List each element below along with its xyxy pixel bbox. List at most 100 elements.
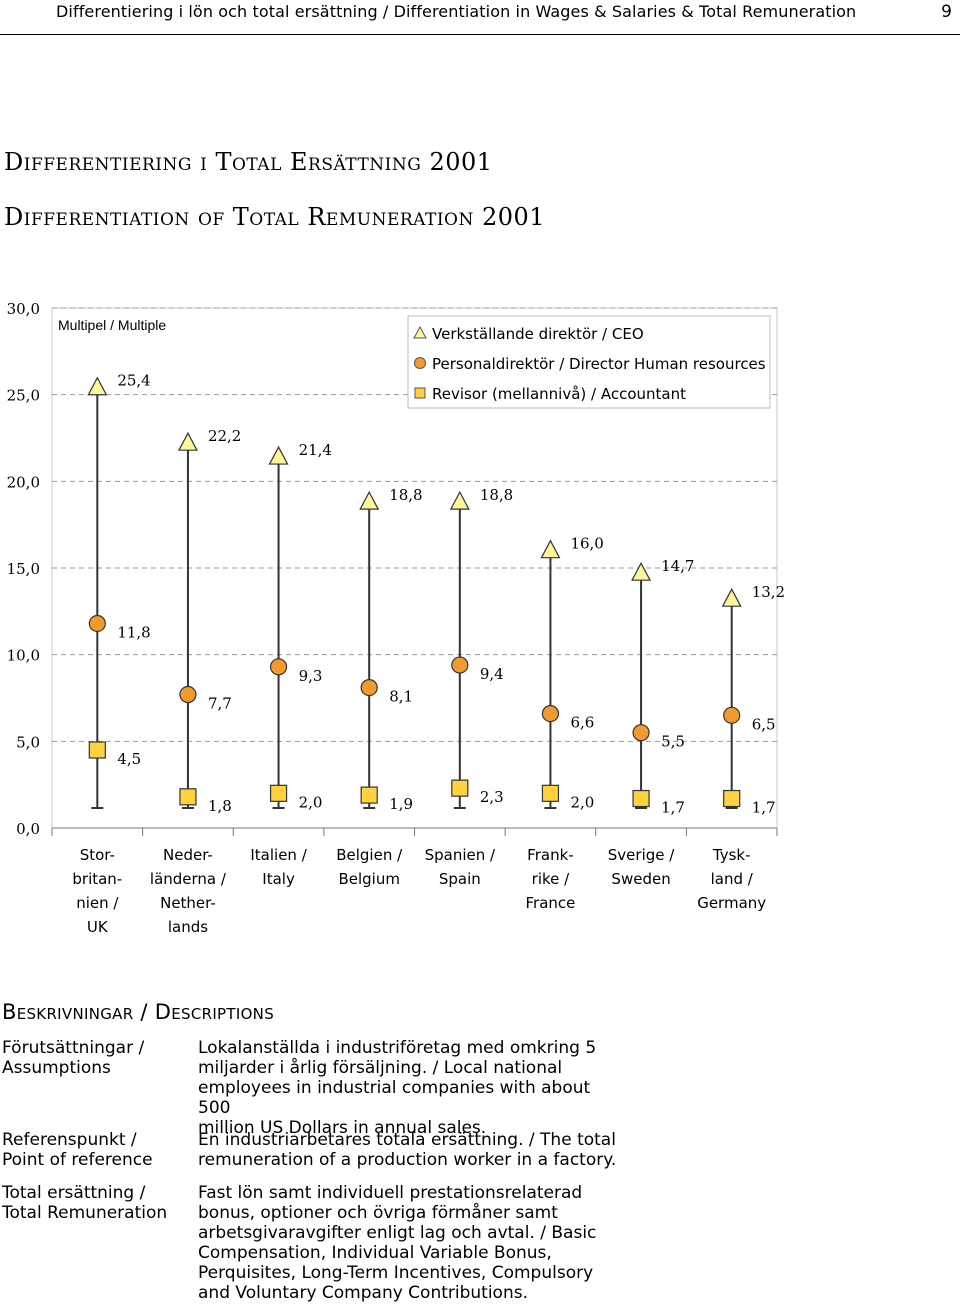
chart-title-english: Differentiation of Total Remuneration 20… xyxy=(4,203,546,231)
x-tick-label: Italy xyxy=(262,870,295,888)
data-label: 25,4 xyxy=(117,372,150,390)
ceo-point xyxy=(87,376,108,396)
x-tick-label: Italien / xyxy=(250,846,307,864)
ceo-point xyxy=(268,445,289,465)
data-label: 8,1 xyxy=(389,688,413,706)
data-label: 9,3 xyxy=(299,667,323,685)
page-header: Differentiering i lön och total ersättni… xyxy=(0,0,960,35)
description-term: Total ersättning / Total Remuneration xyxy=(2,1183,168,1223)
data-label: 21,4 xyxy=(299,441,332,459)
x-tick-label: Stor- xyxy=(80,846,115,864)
legend-triangle-icon xyxy=(413,325,427,339)
data-label: 9,4 xyxy=(480,665,504,683)
ceo-point xyxy=(359,490,380,510)
y-tick-label: 10,0 xyxy=(7,647,40,665)
x-tick-label: Neder- xyxy=(163,846,213,864)
hr-director-point xyxy=(632,724,650,742)
description-definition: Lokalanställda i industriföretag med omk… xyxy=(198,1038,597,1138)
ceo-point xyxy=(631,561,652,581)
ceo-point xyxy=(721,587,742,607)
x-tick-label: Sverige / xyxy=(608,846,675,864)
descriptions-heading: Beskrivningar / Descriptions xyxy=(2,1000,275,1024)
description-definition: Fast lön samt individuell prestationsrel… xyxy=(198,1183,597,1303)
accountant-point xyxy=(451,779,469,797)
hr-director-point xyxy=(451,656,469,674)
legend-entry: Verkställande direktör / CEO xyxy=(432,325,644,343)
data-label: 2,0 xyxy=(570,793,594,811)
x-tick-label: Spanien / xyxy=(425,846,496,864)
x-tick-label: länderna / xyxy=(150,870,227,888)
data-label: 5,5 xyxy=(661,733,685,751)
hr-director-point xyxy=(541,705,560,723)
legend-circle-icon xyxy=(414,357,426,369)
x-tick-label: land / xyxy=(711,870,754,888)
data-label: 1,9 xyxy=(389,795,413,813)
data-label: 6,5 xyxy=(752,715,776,733)
hr-director-point xyxy=(723,706,741,724)
data-label: 1,7 xyxy=(661,799,685,817)
accountant-point xyxy=(632,789,650,808)
y-tick-label: 30,0 xyxy=(7,300,40,318)
legend-square-icon xyxy=(414,387,426,399)
hr-director-point xyxy=(179,685,197,704)
accountant-point xyxy=(360,786,378,804)
data-label: 4,5 xyxy=(117,750,141,768)
hr-director-point xyxy=(269,658,288,676)
header-title: Differentiering i lön och total ersättni… xyxy=(56,2,857,21)
x-tick-label: UK xyxy=(87,918,109,936)
data-label: 11,8 xyxy=(117,623,150,641)
legend-entry: Revisor (mellannivå) / Accountant xyxy=(432,385,686,403)
legend-entry: Personaldirektör / Director Human resour… xyxy=(432,355,766,373)
chart-title-swedish: Differentiering i Total Ersättning 2001 xyxy=(4,148,493,176)
data-label: 13,2 xyxy=(752,583,785,601)
x-tick-label: rike / xyxy=(532,870,570,888)
x-tick-label: Sweden xyxy=(611,870,670,888)
data-label: 2,0 xyxy=(299,793,323,811)
description-term: Förutsättningar / Assumptions xyxy=(2,1038,145,1078)
description-term: Referenspunkt / Point of reference xyxy=(2,1130,153,1170)
data-label: 18,8 xyxy=(480,486,513,504)
accountant-point xyxy=(179,788,197,806)
y-tick-label: 25,0 xyxy=(7,387,40,405)
description-row-reference: Referenspunkt / Point of reference En ind… xyxy=(2,1130,952,1172)
header-rule xyxy=(0,34,960,35)
accountant-point xyxy=(723,789,741,808)
y-tick-label: 5,0 xyxy=(16,733,40,751)
hr-director-point xyxy=(88,614,106,633)
data-label: 22,2 xyxy=(208,427,241,445)
accountant-point xyxy=(541,784,560,802)
x-tick-label: nien / xyxy=(76,894,119,912)
remuneration-chart: 0,0 5,0 10,0 15,0 20,0 25,0 30,0 Multipel / Mul… xyxy=(7,300,786,936)
accountant-point xyxy=(269,784,288,802)
ceo-point xyxy=(449,490,470,510)
hr-director-point xyxy=(360,679,378,697)
data-label: 16,0 xyxy=(570,535,603,553)
description-row-assumptions: Förutsättningar / Assumptions Lokalanstäl… xyxy=(2,1038,952,1138)
data-label: 2,3 xyxy=(480,788,504,806)
ceo-point xyxy=(540,539,561,559)
legend-box xyxy=(407,315,771,409)
data-label: 6,6 xyxy=(570,714,594,732)
x-tick-label: britan- xyxy=(72,870,122,888)
page-number: 9 xyxy=(941,2,952,22)
y-tick-label: 0,0 xyxy=(16,820,40,838)
data-label: 1,7 xyxy=(752,799,776,817)
x-tick-label: Tysk- xyxy=(712,846,751,864)
chart-label: Multipel / Multiple xyxy=(58,317,166,333)
x-tick-label: Nether- xyxy=(160,894,216,912)
data-label: 7,7 xyxy=(208,695,232,713)
data-label: 14,7 xyxy=(661,557,694,575)
x-tick-label: France xyxy=(525,894,575,912)
data-label: 18,8 xyxy=(389,486,422,504)
x-tick-label: Belgien / xyxy=(336,846,403,864)
x-tick-label: lands xyxy=(168,918,208,936)
ceo-point xyxy=(177,431,198,451)
x-tick-label: Frank- xyxy=(527,846,574,864)
x-tick-label: Germany xyxy=(697,894,766,912)
x-tick-label: Spain xyxy=(439,870,481,888)
data-label: 1,8 xyxy=(208,797,232,815)
y-tick-label: 15,0 xyxy=(7,560,40,578)
x-tick-label: Belgium xyxy=(338,870,400,888)
description-row-total-remuneration: Total ersättning / Total Remuneration Fas… xyxy=(2,1183,952,1305)
y-tick-label: 20,0 xyxy=(7,473,40,491)
